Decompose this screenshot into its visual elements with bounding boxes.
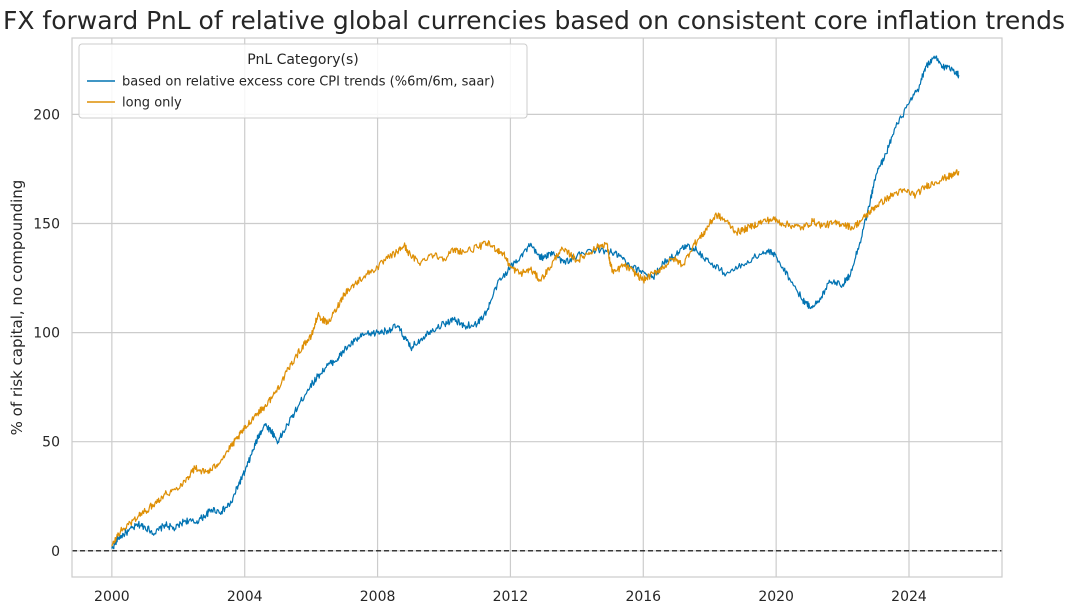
x-tick-label: 2004	[227, 589, 263, 605]
series-lines	[111, 55, 960, 550]
legend-items: based on relative excess core CPI trends…	[87, 75, 495, 111]
legend-label: based on relative excess core CPI trends…	[122, 75, 495, 90]
grid-lines	[72, 38, 1002, 577]
chart-title: FX forward PnL of relative global curren…	[2, 6, 1066, 35]
y-tick-label: 200	[33, 107, 60, 123]
legend-label: long only	[122, 96, 182, 111]
y-axis-ticks: 0 50 100 150 200	[33, 107, 60, 559]
y-tick-label: 100	[33, 326, 60, 342]
series-line-1	[111, 55, 960, 550]
legend-title: PnL Category(s)	[247, 52, 359, 68]
y-tick-label: 150	[33, 216, 60, 232]
y-tick-label: 0	[51, 544, 60, 560]
legend-box	[78, 43, 528, 119]
x-tick-label: 2024	[891, 589, 927, 605]
x-tick-label: 2016	[625, 589, 661, 605]
legend: PnL Category(s) based on relative excess…	[78, 43, 528, 119]
y-axis-label: % of risk capital, no compounding	[8, 180, 26, 436]
plot-frame	[71, 37, 1003, 578]
x-tick-label: 2000	[94, 589, 130, 605]
x-axis-ticks: 2000 2004 2008 2012 2016 2020 2024	[94, 589, 927, 605]
series-line-2	[111, 169, 960, 547]
x-tick-label: 2012	[493, 589, 529, 605]
y-tick-label: 50	[42, 435, 60, 451]
x-tick-label: 2008	[360, 589, 396, 605]
x-tick-label: 2020	[758, 589, 794, 605]
